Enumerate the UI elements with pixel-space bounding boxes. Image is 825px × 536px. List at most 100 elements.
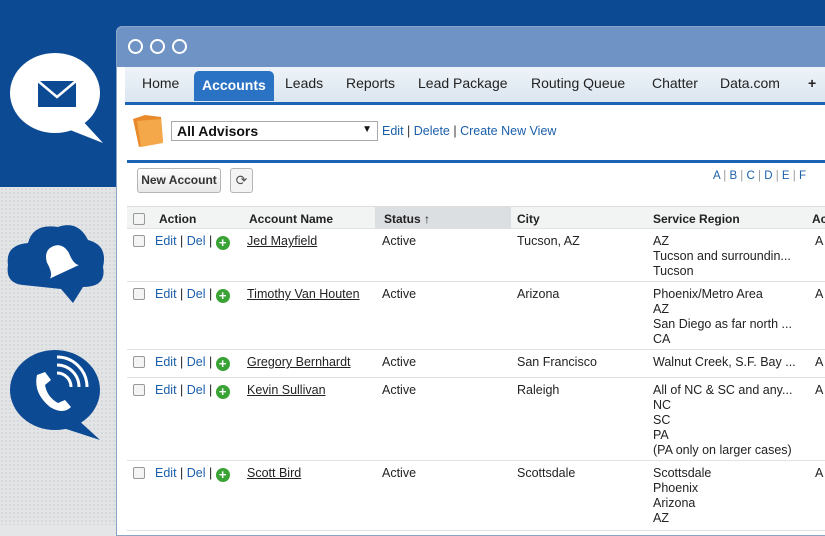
window-control-circle[interactable] <box>172 39 187 54</box>
table-row: Edit | Del | + Jed Mayfield Active Tucso… <box>127 229 825 282</box>
bell-cloud-icon <box>7 225 105 303</box>
status-cell: Active <box>382 466 417 480</box>
table-row: Edit | Del | + Gregory Bernhardt Active … <box>127 350 825 378</box>
add-icon[interactable]: + <box>215 357 230 371</box>
alpha-e[interactable]: E <box>781 170 790 182</box>
service-region-line: Tucson <box>653 264 694 278</box>
header-service-region[interactable]: Service Region <box>653 212 740 226</box>
window-control-circle[interactable] <box>128 39 143 54</box>
row-checkbox[interactable] <box>133 235 145 247</box>
alpha-a[interactable]: A <box>713 170 721 182</box>
service-region-line: Phoenix <box>653 481 699 495</box>
view-select-value: All Advisors <box>177 123 259 139</box>
account-name-link[interactable]: Timothy Van Houten <box>247 287 360 301</box>
create-new-view-link[interactable]: Create New View <box>460 124 557 138</box>
account-name-link[interactable]: Gregory Bernhardt <box>247 355 351 369</box>
title-bar <box>117 27 825 67</box>
service-region-line: Phoenix/Metro Area <box>653 287 763 301</box>
service-region-line: (PA only on larger cases) <box>653 443 792 457</box>
dropdown-arrow-icon: ▼ <box>362 124 372 135</box>
tab-chatter[interactable]: Chatter <box>652 75 698 91</box>
row-checkbox[interactable] <box>133 467 145 479</box>
city-cell: Scottsdale <box>517 466 576 480</box>
account-name-link[interactable]: Scott Bird <box>247 466 302 480</box>
extra-cell: A <box>815 383 824 397</box>
service-region-line: AZ <box>653 511 669 525</box>
table-row: Edit | Del | + Timothy Van Houten Active… <box>127 282 825 350</box>
row-checkbox[interactable] <box>133 288 145 300</box>
add-tab-button[interactable]: + <box>808 75 817 91</box>
service-region-cell: Scottsdale Phoenix Arizona AZ <box>653 466 711 526</box>
new-account-button[interactable]: New Account <box>137 168 221 193</box>
view-select[interactable]: All Advisors ▼ <box>171 121 378 141</box>
refresh-button[interactable]: ⟳ <box>230 168 253 193</box>
tab-accounts[interactable]: Accounts <box>194 71 274 101</box>
extra-cell: A <box>815 466 824 480</box>
header-status[interactable]: Status ↑ <box>384 212 431 226</box>
service-region-line: AZ <box>653 302 669 316</box>
delete-view-link[interactable]: Delete <box>413 124 450 138</box>
tab-leads[interactable]: Leads <box>285 75 324 91</box>
account-name-link[interactable]: Kevin Sullivan <box>247 383 326 397</box>
edit-link[interactable]: Edit <box>155 287 177 301</box>
window-control-circle[interactable] <box>150 39 165 54</box>
edit-link[interactable]: Edit <box>155 234 177 248</box>
service-region-line: AZ <box>653 234 669 248</box>
status-cell: Active <box>382 287 417 301</box>
edit-link[interactable]: Edit <box>155 466 177 480</box>
header-extra[interactable]: Ac <box>812 212 825 226</box>
alpha-c[interactable]: C <box>746 170 755 182</box>
tab-lead-package[interactable]: Lead Package <box>418 75 508 91</box>
header-city[interactable]: City <box>517 212 540 226</box>
view-links: Edit | Delete | Create New View <box>382 124 557 138</box>
divider <box>127 160 825 163</box>
extra-cell: A <box>815 234 824 248</box>
service-region-line: NC <box>653 398 672 412</box>
status-cell: Active <box>382 383 417 397</box>
alpha-f[interactable]: F <box>798 170 806 182</box>
tab-home[interactable]: Home <box>142 75 180 91</box>
alphabet-filter: A | B | C | D | E | F <box>713 170 806 182</box>
service-region-line: San Diego as far north ... <box>653 317 792 331</box>
add-icon[interactable]: + <box>215 289 230 303</box>
alpha-b[interactable]: B <box>729 170 738 182</box>
nav-tabs: Home Accounts Leads Reports Lead Package… <box>125 67 825 105</box>
delete-link[interactable]: Del <box>186 466 206 480</box>
tab-reports[interactable]: Reports <box>346 75 396 91</box>
select-all-checkbox[interactable] <box>133 213 145 225</box>
browser-window: Home Accounts Leads Reports Lead Package… <box>116 26 825 536</box>
edit-link[interactable]: Edit <box>155 383 177 397</box>
service-region-line: Arizona <box>653 496 696 510</box>
service-region-line: Tucson and surroundin... <box>653 249 791 263</box>
delete-link[interactable]: Del <box>186 383 206 397</box>
city-cell: Raleigh <box>517 383 560 397</box>
account-name-link[interactable]: Jed Mayfield <box>247 234 318 248</box>
edit-view-link[interactable]: Edit <box>382 124 404 138</box>
delete-link[interactable]: Del <box>186 234 206 248</box>
table-row: Edit | Del | + Kevin Sullivan Active Ral… <box>127 378 825 461</box>
edit-link[interactable]: Edit <box>155 355 177 369</box>
add-icon[interactable]: + <box>215 236 230 250</box>
service-region-line: CA <box>653 332 671 346</box>
city-cell: Tucson, AZ <box>517 234 580 248</box>
add-icon[interactable]: + <box>215 385 230 399</box>
extra-cell: A <box>815 287 824 301</box>
city-cell: Arizona <box>517 287 560 301</box>
city-cell: San Francisco <box>517 355 597 369</box>
alpha-d[interactable]: D <box>764 170 773 182</box>
table-row: Edit | Del | + Scott Bird Active Scottsd… <box>127 461 825 531</box>
delete-link[interactable]: Del <box>186 355 206 369</box>
service-region-cell: Phoenix/Metro Area AZ San Diego as far nor… <box>653 287 792 347</box>
delete-link[interactable]: Del <box>186 287 206 301</box>
row-checkbox[interactable] <box>133 356 145 368</box>
phone-bubble-icon <box>10 350 100 440</box>
folder-icon <box>133 115 163 147</box>
header-action: Action <box>159 212 197 226</box>
add-icon[interactable]: + <box>215 468 230 482</box>
row-checkbox[interactable] <box>133 384 145 396</box>
header-account-name[interactable]: Account Name <box>249 212 334 226</box>
tab-data-com[interactable]: Data.com <box>720 75 780 91</box>
refresh-icon: ⟳ <box>235 172 248 188</box>
status-cell: Active <box>382 355 417 369</box>
tab-routing-queue[interactable]: Routing Queue <box>531 75 626 91</box>
